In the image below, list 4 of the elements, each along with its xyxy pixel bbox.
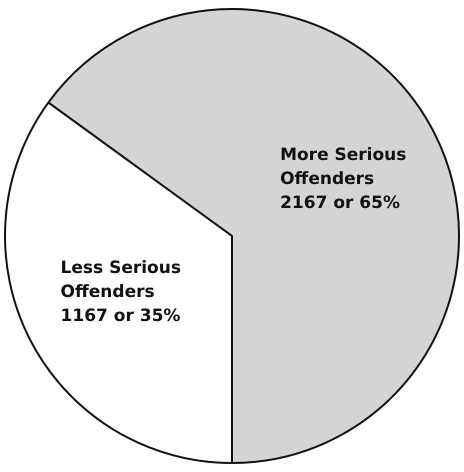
data-label: 1167 or 35% [60,306,180,326]
slice-label: More Serious Offenders [280,144,406,189]
slice-label: Less Serious Offenders [60,258,181,302]
data-label: 2167 or 65% [280,192,400,213]
